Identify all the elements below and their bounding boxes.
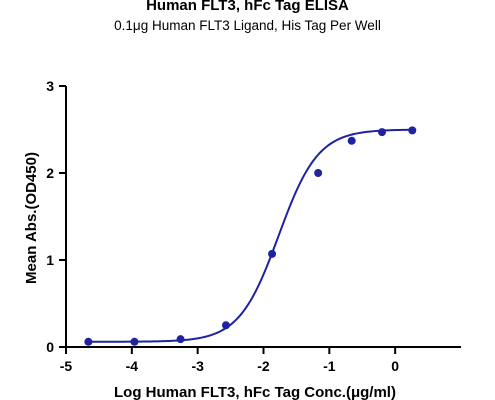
x-axis-title: Log Human FLT3, hFc Tag Conc.(μg/ml)	[114, 384, 396, 400]
data-point	[84, 337, 93, 346]
data-points-layer	[84, 126, 417, 346]
chart-subtitle: 0.1μg Human FLT3 Ligand, His Tag Per Wel…	[114, 18, 381, 33]
y-tick-label: 2	[46, 165, 54, 181]
x-tick-label: 0	[391, 358, 399, 374]
data-point	[314, 169, 323, 177]
x-tick-label: -3	[191, 358, 204, 374]
data-point	[130, 337, 139, 346]
x-tick-label: -4	[126, 358, 139, 374]
data-point	[347, 136, 356, 145]
y-tick-label: 1	[46, 252, 54, 268]
fit-curve	[88, 128, 413, 343]
chart-title: Human FLT3, hFc Tag ELISA	[146, 0, 349, 14]
fit-curve-layer	[88, 128, 413, 343]
y-tick-label: 3	[46, 78, 54, 94]
data-point	[408, 126, 417, 135]
x-tick-label: -2	[257, 358, 270, 374]
data-point	[378, 128, 386, 137]
x-tick-label: -5	[60, 358, 73, 374]
axes: -5 -4 -3 -2 -1 0 0 1 2 3	[46, 78, 461, 374]
data-point	[221, 321, 230, 330]
data-point	[176, 335, 185, 344]
x-tick-label: -1	[323, 358, 336, 374]
data-point	[268, 249, 277, 258]
y-tick-label: 0	[46, 339, 54, 355]
y-axis-title: Mean Abs.(OD450)	[23, 152, 40, 284]
